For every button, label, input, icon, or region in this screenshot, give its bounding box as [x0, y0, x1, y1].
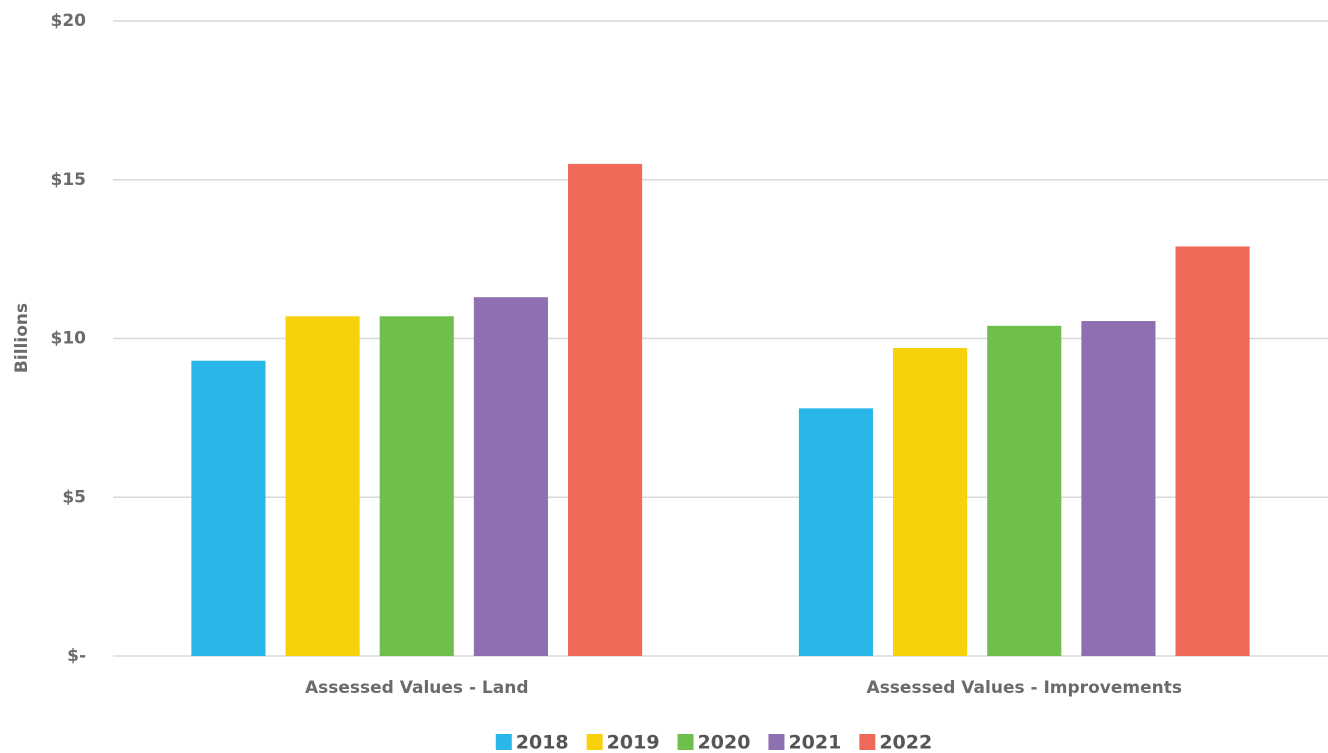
- bar: [1175, 246, 1250, 657]
- x-tick-label: Assessed Values - Improvements: [867, 678, 1182, 698]
- y-axis-label: Billions: [12, 303, 32, 373]
- y-tick-label: $5: [62, 487, 86, 507]
- legend-label: 2021: [788, 732, 841, 753]
- bar: [285, 316, 360, 656]
- bar: [798, 408, 873, 656]
- legend-swatch: [859, 734, 876, 750]
- bar: [987, 325, 1062, 656]
- bar: [473, 297, 548, 656]
- legend-swatch: [768, 734, 785, 750]
- bar: [191, 360, 266, 656]
- legend-label: 2022: [879, 732, 932, 753]
- legend-swatch: [586, 734, 603, 750]
- y-tick-label: $10: [51, 329, 87, 349]
- y-tick-label: $-: [67, 646, 86, 666]
- legend-swatch: [495, 734, 512, 750]
- bar: [893, 348, 968, 656]
- legend-label: 2020: [698, 732, 751, 753]
- legend: 2018 2019 2020 2021 2022: [495, 732, 932, 753]
- legend-swatch: [677, 734, 694, 750]
- y-tick-label: $20: [51, 11, 87, 31]
- legend-label: 2019: [607, 732, 660, 753]
- y-tick-label: $15: [51, 170, 87, 190]
- bar: [568, 163, 643, 656]
- bar: [379, 316, 454, 656]
- x-tick-label: Assessed Values - Land: [305, 678, 529, 698]
- bar: [1081, 321, 1156, 656]
- legend-label: 2018: [516, 732, 569, 753]
